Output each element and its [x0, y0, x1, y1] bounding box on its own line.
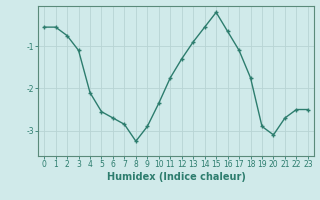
X-axis label: Humidex (Indice chaleur): Humidex (Indice chaleur) — [107, 172, 245, 182]
